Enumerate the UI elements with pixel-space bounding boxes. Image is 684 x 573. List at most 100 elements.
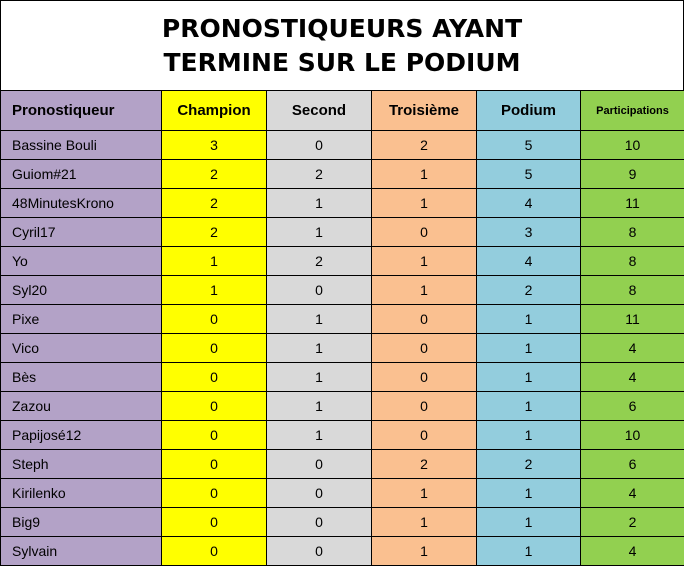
cell-champion: 0 xyxy=(161,507,267,537)
cell-champion: 0 xyxy=(161,333,267,363)
header-row: Pronostiqueur Champion Second Troisième … xyxy=(0,90,684,131)
header-podium: Podium xyxy=(476,90,581,131)
cell-troisieme: 1 xyxy=(371,246,477,276)
cell-podium: 1 xyxy=(476,478,581,508)
header-champion: Champion xyxy=(161,90,267,131)
cell-participations: 4 xyxy=(580,362,684,392)
table-row: Sylvain 0 0 1 1 4 xyxy=(0,536,684,566)
table-row: Steph 0 0 2 2 6 xyxy=(0,449,684,479)
cell-second: 0 xyxy=(266,449,372,479)
cell-pronostiqueur: Big9 xyxy=(0,507,162,537)
cell-troisieme: 1 xyxy=(371,536,477,566)
cell-champion: 1 xyxy=(161,275,267,305)
header-participations: Participations xyxy=(580,90,684,131)
cell-troisieme: 2 xyxy=(371,449,477,479)
cell-podium: 1 xyxy=(476,304,581,334)
cell-troisieme: 0 xyxy=(371,420,477,450)
cell-troisieme: 1 xyxy=(371,159,477,189)
cell-participations: 8 xyxy=(580,275,684,305)
cell-podium: 1 xyxy=(476,536,581,566)
table-row: Bassine Bouli 3 0 2 5 10 xyxy=(0,130,684,160)
cell-podium: 1 xyxy=(476,507,581,537)
cell-second: 1 xyxy=(266,333,372,363)
cell-troisieme: 1 xyxy=(371,188,477,218)
podium-table: Pronostiqueur Champion Second Troisième … xyxy=(0,90,684,566)
cell-troisieme: 1 xyxy=(371,507,477,537)
cell-troisieme: 0 xyxy=(371,333,477,363)
cell-second: 0 xyxy=(266,507,372,537)
cell-second: 1 xyxy=(266,362,372,392)
cell-pronostiqueur: Guiom#21 xyxy=(0,159,162,189)
cell-participations: 6 xyxy=(580,391,684,421)
cell-pronostiqueur: 48MinutesKrono xyxy=(0,188,162,218)
cell-champion: 1 xyxy=(161,246,267,276)
table-row: Papijosé12 0 1 0 1 10 xyxy=(0,420,684,450)
cell-champion: 0 xyxy=(161,449,267,479)
cell-second: 2 xyxy=(266,159,372,189)
cell-troisieme: 0 xyxy=(371,217,477,247)
table-row: 48MinutesKrono 2 1 1 4 11 xyxy=(0,188,684,218)
table-row: Kirilenko 0 0 1 1 4 xyxy=(0,478,684,508)
title-line-1: PRONOSTIQUEURS AYANT xyxy=(161,13,523,43)
cell-second: 0 xyxy=(266,275,372,305)
cell-second: 0 xyxy=(266,478,372,508)
cell-champion: 3 xyxy=(161,130,267,160)
cell-champion: 0 xyxy=(161,362,267,392)
cell-podium: 4 xyxy=(476,188,581,218)
cell-troisieme: 0 xyxy=(371,304,477,334)
cell-participations: 2 xyxy=(580,507,684,537)
cell-second: 0 xyxy=(266,536,372,566)
cell-pronostiqueur: Pixe xyxy=(0,304,162,334)
cell-participations: 9 xyxy=(580,159,684,189)
cell-participations: 8 xyxy=(580,246,684,276)
title-box: PRONOSTIQUEURS AYANT TERMINE SUR LE PODI… xyxy=(0,0,684,90)
cell-pronostiqueur: Cyril17 xyxy=(0,217,162,247)
cell-pronostiqueur: Papijosé12 xyxy=(0,420,162,450)
cell-second: 1 xyxy=(266,188,372,218)
table-row: Bès 0 1 0 1 4 xyxy=(0,362,684,392)
cell-pronostiqueur: Vico xyxy=(0,333,162,363)
cell-podium: 1 xyxy=(476,333,581,363)
cell-champion: 0 xyxy=(161,391,267,421)
cell-pronostiqueur: Zazou xyxy=(0,391,162,421)
header-second: Second xyxy=(266,90,372,131)
table-row: Zazou 0 1 0 1 6 xyxy=(0,391,684,421)
cell-participations: 11 xyxy=(580,188,684,218)
cell-second: 1 xyxy=(266,304,372,334)
table-row: Vico 0 1 0 1 4 xyxy=(0,333,684,363)
cell-podium: 1 xyxy=(476,420,581,450)
cell-podium: 1 xyxy=(476,362,581,392)
cell-second: 2 xyxy=(266,246,372,276)
header-troisieme: Troisième xyxy=(371,90,477,131)
table-row: Pixe 0 1 0 1 11 xyxy=(0,304,684,334)
cell-podium: 2 xyxy=(476,449,581,479)
cell-troisieme: 0 xyxy=(371,362,477,392)
cell-pronostiqueur: Bassine Bouli xyxy=(0,130,162,160)
cell-podium: 4 xyxy=(476,246,581,276)
table-row: Cyril17 2 1 0 3 8 xyxy=(0,217,684,247)
cell-participations: 4 xyxy=(580,536,684,566)
table-row: Syl20 1 0 1 2 8 xyxy=(0,275,684,305)
cell-podium: 2 xyxy=(476,275,581,305)
cell-champion: 0 xyxy=(161,304,267,334)
table-body: Bassine Bouli 3 0 2 5 10 Guiom#21 2 2 1 5 9 48Minute… xyxy=(0,130,684,566)
header-pronostiqueur: Pronostiqueur xyxy=(0,90,162,131)
cell-participations: 11 xyxy=(580,304,684,334)
cell-troisieme: 2 xyxy=(371,130,477,160)
table-row: Big9 0 0 1 1 2 xyxy=(0,507,684,537)
cell-troisieme: 1 xyxy=(371,478,477,508)
cell-pronostiqueur: Syl20 xyxy=(0,275,162,305)
cell-champion: 2 xyxy=(161,188,267,218)
cell-participations: 8 xyxy=(580,217,684,247)
title-line-2: TERMINE SUR LE PODIUM xyxy=(163,47,521,77)
cell-pronostiqueur: Kirilenko xyxy=(0,478,162,508)
cell-second: 1 xyxy=(266,391,372,421)
cell-pronostiqueur: Bès xyxy=(0,362,162,392)
cell-troisieme: 1 xyxy=(371,275,477,305)
cell-participations: 10 xyxy=(580,420,684,450)
cell-champion: 2 xyxy=(161,217,267,247)
cell-participations: 4 xyxy=(580,333,684,363)
cell-second: 1 xyxy=(266,217,372,247)
cell-podium: 1 xyxy=(476,391,581,421)
